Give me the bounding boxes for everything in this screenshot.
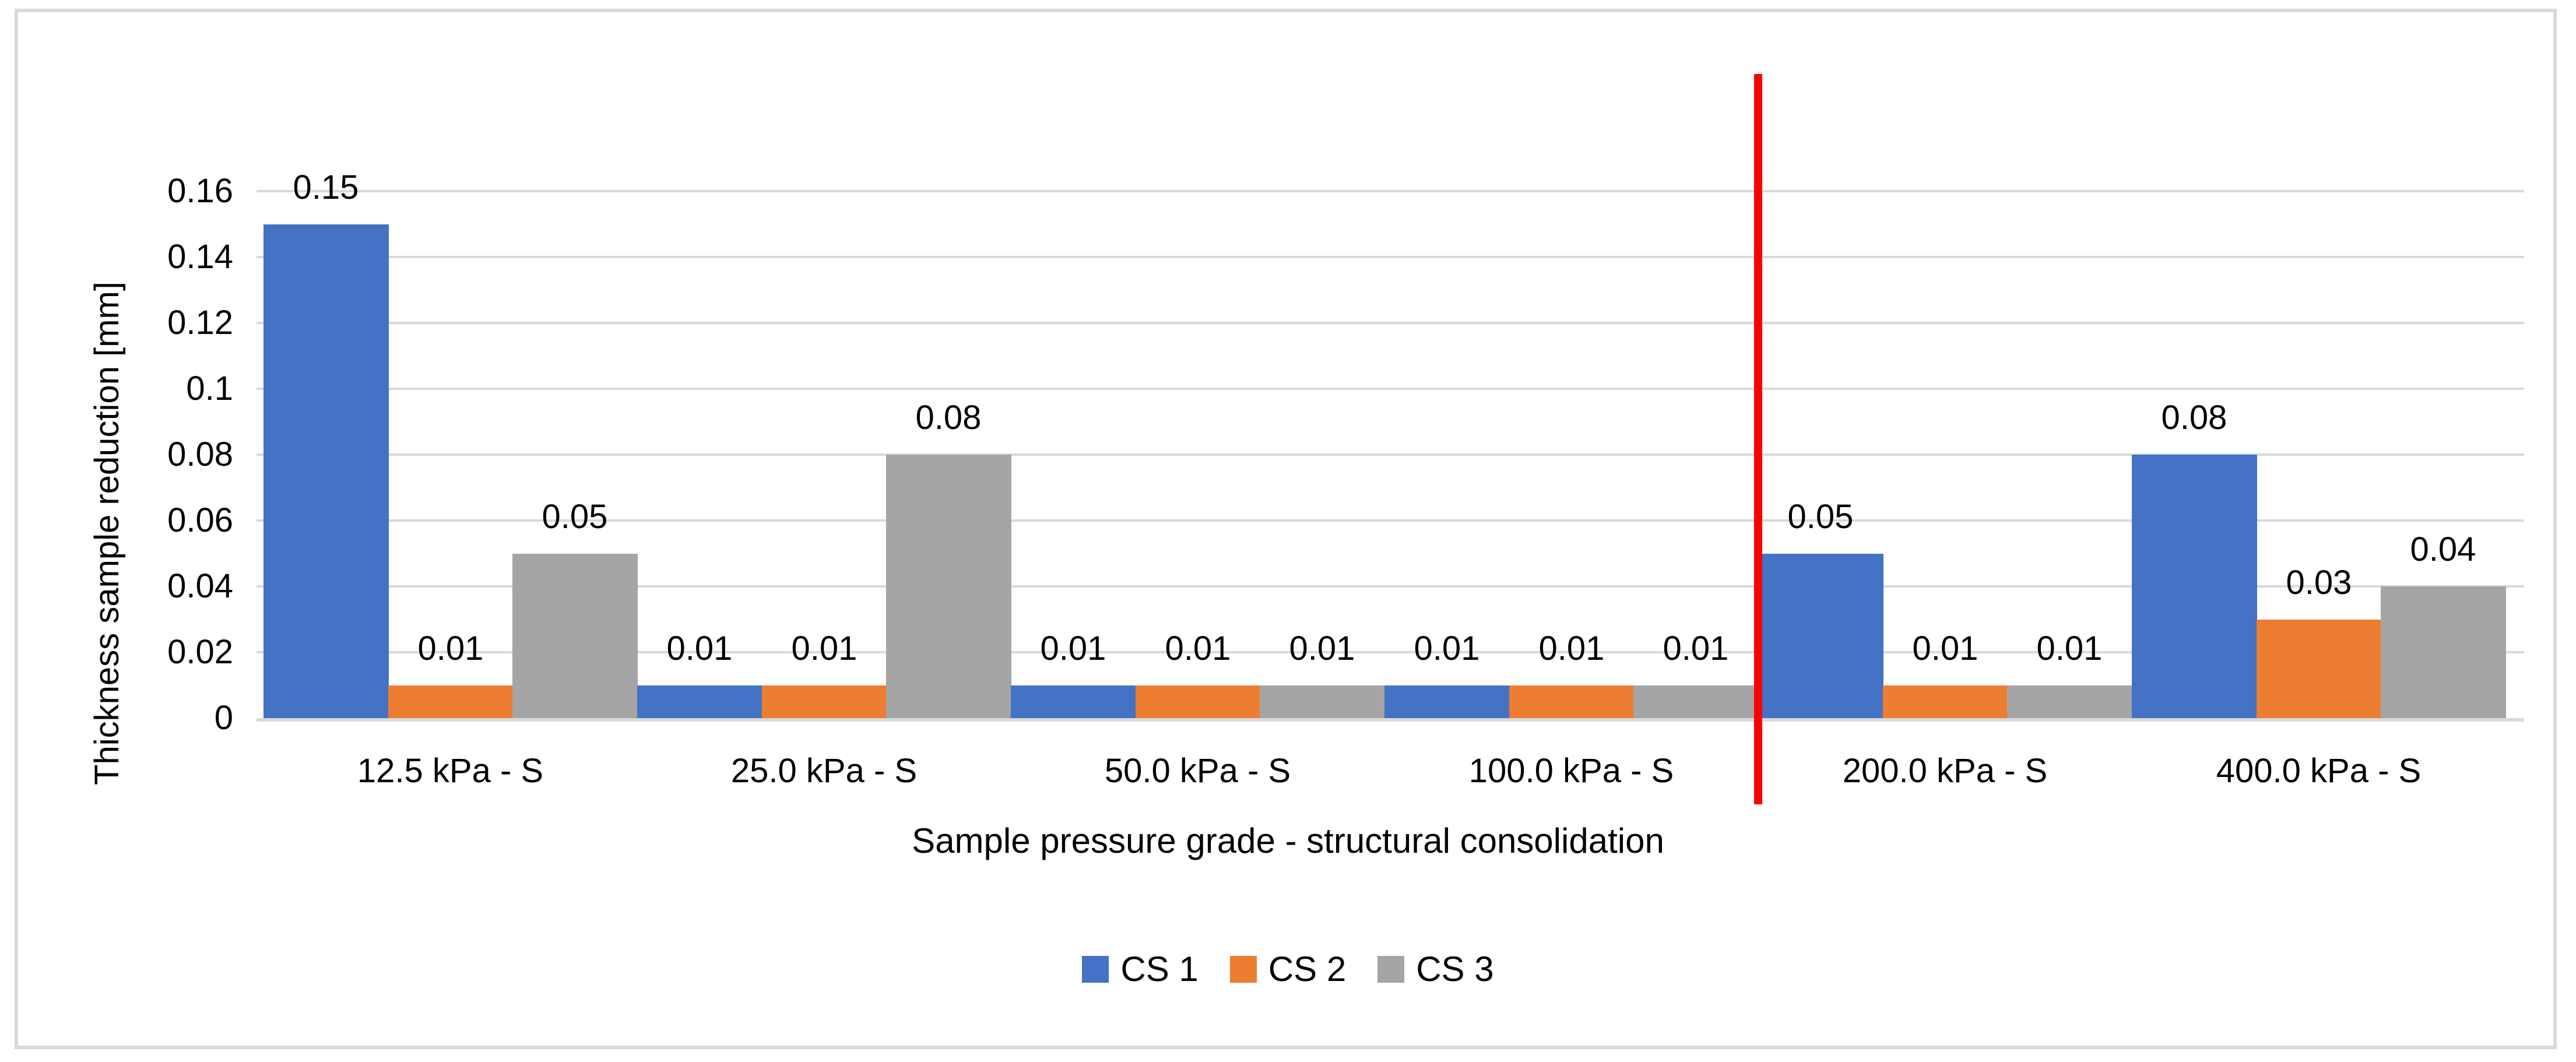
y-tick-label: 0.1 <box>186 370 233 407</box>
bar-value-label: 0.05 <box>1787 497 1854 536</box>
red-divider-line <box>1754 74 1762 804</box>
bar <box>2381 586 2506 718</box>
y-tick-label: 0.02 <box>167 633 233 671</box>
legend-item: CS 3 <box>1377 950 1494 989</box>
y-tick-label: 0.06 <box>167 501 233 539</box>
bar <box>388 685 514 718</box>
gridline <box>256 585 2524 588</box>
gridline <box>256 388 2524 390</box>
legend: CS 1 CS 2 CS 3 <box>0 950 2576 989</box>
bar-value-label: 0.01 <box>1663 629 1729 667</box>
category-label: 50.0 kPa - S <box>1104 752 1291 790</box>
bar <box>1260 685 1385 718</box>
bar-value-label: 0.04 <box>2410 530 2476 568</box>
bar <box>637 685 762 718</box>
bar <box>2007 685 2132 718</box>
bar <box>1011 685 1136 718</box>
bar <box>263 224 389 718</box>
bar-value-label: 0.01 <box>666 629 733 667</box>
y-tick-label: 0.12 <box>167 304 233 342</box>
gridline <box>256 322 2524 324</box>
chart-border <box>15 9 2557 1049</box>
bar <box>1136 685 1261 718</box>
bar <box>512 553 638 718</box>
bar <box>886 455 1011 718</box>
bar <box>1509 685 1635 718</box>
gridline <box>256 256 2524 258</box>
y-tick-label: 0 <box>214 699 233 737</box>
category-label: 100.0 kPa - S <box>1468 752 1674 790</box>
bar-value-label: 0.03 <box>2286 563 2352 602</box>
category-label: 200.0 kPa - S <box>1842 752 2048 790</box>
legend-label: CS 2 <box>1268 950 1347 989</box>
category-label: 400.0 kPa - S <box>2216 752 2422 790</box>
bar-value-label: 0.01 <box>1538 629 1605 667</box>
bar-value-label: 0.01 <box>1165 629 1231 667</box>
bar <box>1633 685 1759 718</box>
y-tick-label: 0.04 <box>167 567 233 605</box>
y-tick-label: 0.14 <box>167 238 233 276</box>
category-label: 12.5 kPa - S <box>357 752 544 790</box>
bar <box>2257 619 2382 718</box>
gridline <box>256 453 2524 456</box>
bar-value-label: 0.01 <box>791 629 858 667</box>
y-tick-label: 0.08 <box>167 435 233 473</box>
bar <box>1758 553 1883 718</box>
bar-value-label: 0.08 <box>2161 399 2227 437</box>
bar-value-label: 0.01 <box>1414 629 1480 667</box>
legend-swatch <box>1082 956 1109 983</box>
bar-value-label: 0.01 <box>1040 629 1106 667</box>
legend-swatch <box>1229 956 1257 983</box>
category-label: 25.0 kPa - S <box>730 752 918 790</box>
bar-value-label: 0.01 <box>417 629 484 667</box>
bar <box>1384 685 1510 718</box>
bar-value-label: 0.01 <box>2036 629 2103 667</box>
gridline <box>256 519 2524 522</box>
legend-label: CS 3 <box>1416 950 1494 989</box>
bar-value-label: 0.08 <box>915 399 982 437</box>
bar-value-label: 0.01 <box>1912 629 1978 667</box>
bar <box>1883 685 2008 718</box>
legend-label: CS 1 <box>1120 950 1199 989</box>
legend-item: CS 2 <box>1229 950 1347 989</box>
gridline <box>256 651 2524 653</box>
y-tick-label: 0.16 <box>167 172 233 210</box>
legend-swatch <box>1377 956 1405 983</box>
bar <box>762 685 887 718</box>
bar-value-label: 0.15 <box>293 168 359 206</box>
bar-value-label: 0.05 <box>542 497 608 536</box>
x-axis-title: Sample pressure grade - structural conso… <box>912 821 1664 860</box>
legend-item: CS 1 <box>1082 950 1199 989</box>
bar <box>2132 455 2257 718</box>
bar-value-label: 0.01 <box>1289 629 1355 667</box>
x-axis-line <box>256 718 2524 722</box>
gridline <box>256 190 2524 192</box>
